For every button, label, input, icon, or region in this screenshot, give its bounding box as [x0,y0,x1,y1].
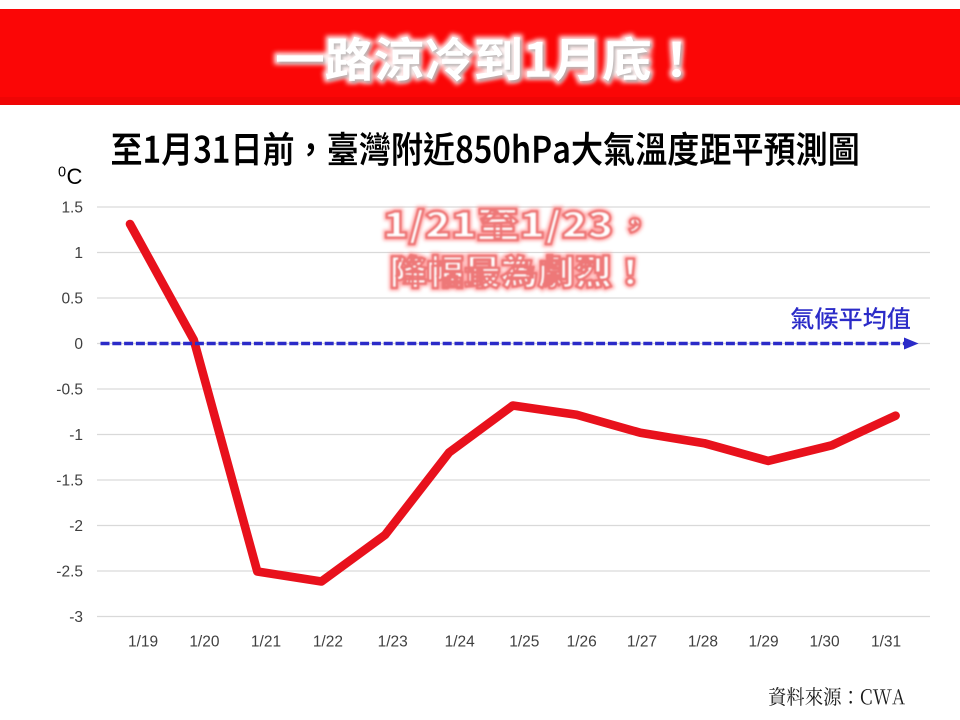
svg-text:1.5: 1.5 [61,199,83,216]
svg-text:1/25: 1/25 [509,634,539,651]
svg-text:1/22: 1/22 [313,634,343,651]
svg-text:1/29: 1/29 [749,634,779,651]
svg-text:-0.5: -0.5 [56,381,83,398]
svg-text:1/31: 1/31 [871,634,901,651]
svg-text:1/30: 1/30 [810,634,841,651]
svg-text:-2: -2 [69,518,83,535]
svg-text:C: C [67,164,83,189]
svg-text:1/28: 1/28 [688,634,718,651]
svg-text:-1.5: -1.5 [56,472,83,489]
svg-text:0: 0 [58,165,66,181]
svg-text:1/19: 1/19 [128,634,158,651]
svg-text:-3: -3 [69,609,83,626]
svg-text:0.5: 0.5 [61,290,83,307]
svg-text:1/23: 1/23 [378,634,408,651]
svg-text:1/24: 1/24 [445,634,476,651]
svg-text:1/20: 1/20 [189,634,220,651]
svg-text:1/26: 1/26 [567,634,597,651]
svg-text:-2.5: -2.5 [56,563,83,580]
svg-text:1: 1 [74,245,83,262]
svg-text:1/21: 1/21 [251,634,281,651]
svg-text:1/27: 1/27 [627,634,657,651]
svg-text:-1: -1 [69,427,83,444]
svg-text:0: 0 [74,336,83,353]
